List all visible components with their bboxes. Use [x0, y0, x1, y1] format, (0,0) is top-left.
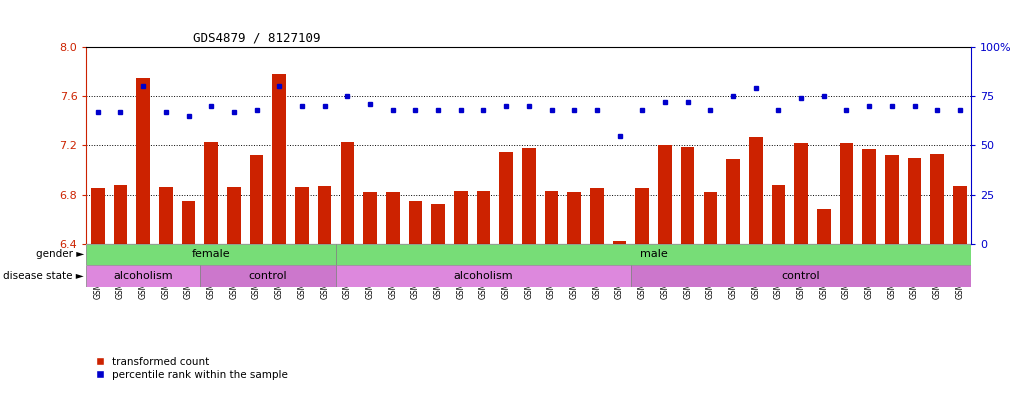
Bar	[363, 192, 377, 244]
Text: alcoholism: alcoholism	[113, 271, 173, 281]
Bar	[182, 201, 195, 244]
Bar	[159, 187, 173, 244]
Bar	[200, 265, 336, 287]
Bar	[545, 191, 558, 244]
Bar	[114, 185, 127, 244]
Bar	[862, 149, 876, 244]
Bar	[885, 155, 899, 244]
Bar	[931, 154, 944, 244]
Bar	[136, 78, 149, 244]
Bar	[680, 147, 695, 244]
Bar	[772, 185, 785, 244]
Bar	[522, 148, 536, 244]
Bar	[636, 188, 649, 244]
Bar	[726, 159, 739, 244]
Bar	[704, 192, 717, 244]
Bar	[431, 204, 444, 244]
Text: male: male	[640, 250, 667, 259]
Bar	[273, 74, 286, 244]
Text: gender ►: gender ►	[36, 250, 84, 259]
Text: disease state ►: disease state ►	[3, 271, 84, 281]
Text: control: control	[248, 271, 287, 281]
Bar	[336, 265, 631, 287]
Text: alcoholism: alcoholism	[454, 271, 514, 281]
Bar	[794, 143, 807, 244]
Text: female: female	[192, 250, 231, 259]
Bar	[336, 244, 971, 265]
Bar	[86, 265, 200, 287]
Bar	[86, 244, 336, 265]
Bar	[840, 143, 853, 244]
Bar	[91, 188, 105, 244]
Bar	[385, 192, 400, 244]
Bar	[749, 137, 763, 244]
Bar	[341, 142, 354, 244]
Bar	[227, 187, 241, 244]
Bar	[817, 209, 831, 244]
Bar	[409, 201, 422, 244]
Bar	[590, 188, 604, 244]
Bar	[454, 191, 468, 244]
Bar	[658, 145, 672, 244]
Bar	[953, 186, 967, 244]
Legend: transformed count, percentile rank within the sample: transformed count, percentile rank withi…	[92, 353, 293, 384]
Text: control: control	[782, 271, 821, 281]
Bar	[567, 192, 581, 244]
Bar	[250, 155, 263, 244]
Bar	[318, 186, 332, 244]
Bar	[908, 158, 921, 244]
Bar	[499, 152, 513, 244]
Bar	[204, 142, 218, 244]
Bar	[631, 265, 971, 287]
Bar	[295, 187, 309, 244]
Bar	[477, 191, 490, 244]
Text: GDS4879 / 8127109: GDS4879 / 8127109	[192, 31, 320, 44]
Bar	[613, 241, 626, 244]
